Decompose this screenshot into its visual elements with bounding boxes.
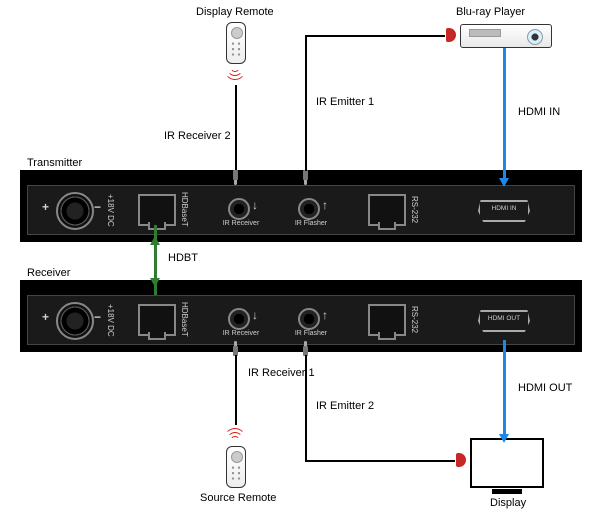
ir-waves-icon: [225, 67, 245, 81]
hdmi-in-port-label: HDMI IN: [480, 205, 528, 212]
ir-receiver-2-label: IR Receiver 2: [164, 130, 231, 142]
down-arrow-icon: ↓: [252, 308, 258, 322]
hdmi-out-port-label: HDMI OUT: [480, 315, 528, 322]
transmitter-title: Transmitter: [25, 157, 84, 169]
transmitter-chassis: Transmitter + − +18V DC HDBaseT ↓ IR Rec…: [20, 170, 582, 242]
dc-jack-port: [56, 192, 94, 230]
ir-flasher-port: [298, 308, 320, 330]
hdbaset-label: HDBaseT: [180, 302, 189, 337]
ir-emitter-2-cable: [305, 460, 455, 462]
transmitter-panel: + − +18V DC HDBaseT ↓ IR Receiver ↑ IR F…: [27, 185, 575, 235]
ir-flasher-port: [298, 198, 320, 220]
plug-icon: [233, 170, 238, 180]
ir-flasher-label: IR Flasher: [286, 330, 336, 337]
hdbaset-port: [138, 304, 176, 336]
ir-emitter-1-cable: [305, 35, 445, 37]
dc-label: +18V DC: [106, 194, 115, 227]
ir-receiver-label: IR Receiver: [216, 330, 266, 337]
plus-indicator: +: [42, 200, 49, 214]
hdmi-in-cable: [503, 48, 506, 180]
hdbt-label: HDBT: [168, 252, 198, 264]
dc-label: +18V DC: [106, 304, 115, 337]
label-display-remote: Display Remote: [196, 6, 274, 18]
ir-receiver-label: IR Receiver: [216, 220, 266, 227]
receiver-chassis: Receiver + − +18V DC HDBaseT ↓ IR Receiv…: [20, 280, 582, 352]
ir-receiver-port: [228, 308, 250, 330]
down-arrow-icon: ↓: [252, 198, 258, 212]
hdmi-in-port: HDMI IN: [478, 200, 530, 222]
arrow-down-icon: [499, 434, 509, 443]
ir-receiver-port: [228, 198, 250, 220]
arrow-up-icon: [150, 236, 160, 245]
ir-receiver-2-cable: [235, 85, 237, 170]
minus-indicator: −: [94, 310, 101, 324]
ir-emitter-1-label: IR Emitter 1: [316, 96, 374, 108]
rs232-port: [368, 194, 406, 226]
hdmi-out-label: HDMI OUT: [518, 382, 572, 394]
hdmi-out-port: HDMI OUT: [478, 310, 530, 332]
label-bluray: Blu-ray Player: [456, 6, 525, 18]
up-arrow-icon: ↑: [322, 308, 328, 322]
label-source-remote: Source Remote: [200, 492, 276, 504]
plus-indicator: +: [42, 310, 49, 324]
hdbaset-port: [138, 194, 176, 226]
ir-flasher-label: IR Flasher: [286, 220, 336, 227]
minus-indicator: −: [94, 200, 101, 214]
rs232-port: [368, 304, 406, 336]
arrow-down-icon: [499, 178, 509, 187]
ir-emitter-head-icon: [456, 453, 466, 467]
arrow-down-icon: [150, 278, 160, 287]
rs232-label: RS-232: [410, 196, 419, 223]
hdbaset-label: HDBaseT: [180, 192, 189, 227]
ir-waves-icon: [225, 427, 245, 441]
ir-emitter-2-cable: [305, 355, 307, 460]
ir-emitter-2-label: IR Emitter 2: [316, 400, 374, 412]
plug-icon: [303, 170, 308, 180]
display-remote: [226, 22, 246, 64]
up-arrow-icon: ↑: [322, 198, 328, 212]
label-display: Display: [490, 497, 526, 509]
rs232-label: RS-232: [410, 306, 419, 333]
source-remote: [226, 446, 246, 488]
ir-emitter-head-icon: [446, 28, 456, 42]
ir-receiver-1-cable: [235, 355, 237, 425]
hdmi-in-label: HDMI IN: [518, 106, 560, 118]
bluray-player: [460, 24, 552, 48]
display-device: [470, 438, 544, 488]
receiver-panel: + − +18V DC HDBaseT ↓ IR Receiver ↑ IR F…: [27, 295, 575, 345]
hdmi-out-cable: [503, 340, 506, 436]
ir-emitter-1-cable: [305, 36, 307, 171]
receiver-title: Receiver: [25, 267, 72, 279]
dc-jack-port: [56, 302, 94, 340]
